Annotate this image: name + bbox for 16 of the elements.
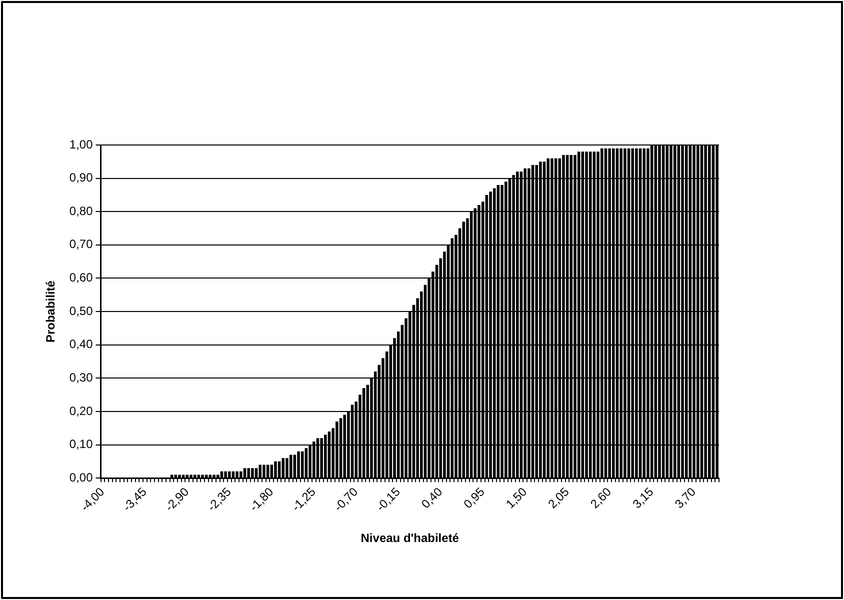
y-tick-label: 0,90 (69, 170, 94, 185)
y-tick-label: 0,20 (69, 404, 94, 418)
x-tick-label: 0,40 (418, 484, 446, 512)
y-tick-label: 0,30 (69, 370, 94, 384)
y-tick-label: 0,60 (69, 270, 94, 285)
y-tick-label: 1,00 (69, 137, 94, 152)
x-tick-label: 3,70 (672, 484, 699, 512)
y-tick-label: 0,40 (69, 337, 94, 352)
y-tick-label: 0,80 (69, 204, 94, 218)
y-tick-label: 0,00 (69, 470, 94, 484)
x-axis-title: Niveau d'habileté (360, 531, 460, 546)
y-tick-label: 0,10 (69, 437, 94, 452)
y-tick-label: 0,70 (69, 237, 94, 252)
y-tick-label: 0,50 (69, 304, 94, 318)
y-axis-title: Probabilité (44, 280, 58, 343)
x-tick-label: 0,95 (460, 484, 488, 512)
